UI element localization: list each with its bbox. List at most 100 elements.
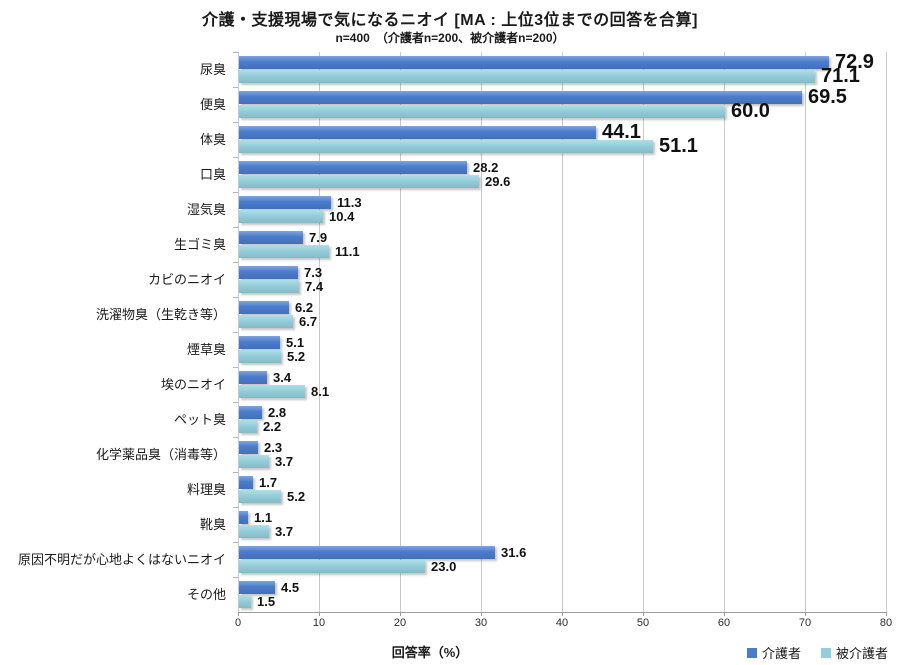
chart-subtitle: n=400 （介護者n=200、被介護者n=200） bbox=[335, 31, 565, 45]
bar-value-label: 60.0 bbox=[731, 100, 770, 122]
gridline bbox=[400, 52, 401, 612]
x-tick-label: 40 bbox=[555, 617, 569, 629]
gridline bbox=[805, 52, 806, 612]
bar-group-row: 1.1 3.7 bbox=[239, 507, 887, 542]
bar-caregiver bbox=[239, 581, 275, 594]
y-tick-mark bbox=[233, 577, 238, 578]
bar-carereceiver bbox=[239, 245, 329, 258]
category-label: 原因不明だが心地よくはないニオイ bbox=[17, 552, 226, 567]
bar-caregiver bbox=[239, 511, 248, 524]
bar-value-label: 7.9 bbox=[309, 230, 328, 245]
category-label: 化学薬品臭（消毒等） bbox=[95, 447, 226, 462]
y-tick-mark bbox=[233, 367, 238, 368]
chart-title: 介護・支援現場で気になるニオイ [MA : 上位3位までの回答を合算] bbox=[201, 12, 698, 29]
gridline bbox=[886, 52, 887, 612]
bar-group-row: 1.7 5.2 bbox=[239, 472, 887, 507]
bar-caregiver bbox=[239, 476, 253, 489]
x-tick-label: 20 bbox=[393, 617, 407, 629]
x-axis-title: 回答率（%） bbox=[391, 645, 469, 660]
legend: 介護者 被介護者 bbox=[746, 643, 888, 662]
y-tick-mark bbox=[233, 227, 238, 228]
bar-value-label: 1.7 bbox=[259, 475, 278, 490]
bar-caregiver bbox=[239, 126, 596, 139]
bar-value-label: 72.9 bbox=[835, 51, 874, 73]
bar-caregiver bbox=[239, 231, 303, 244]
bar-carereceiver bbox=[239, 350, 281, 363]
y-tick-mark bbox=[233, 122, 238, 123]
gridline bbox=[643, 52, 644, 612]
bar-value-label: 3.7 bbox=[275, 454, 294, 469]
bar-carereceiver bbox=[239, 595, 251, 608]
y-tick-mark bbox=[233, 87, 238, 88]
bar-group-row: 69.5 60.0 bbox=[239, 87, 887, 122]
y-tick-mark bbox=[233, 192, 238, 193]
bar-group-row: 31.6 23.0 bbox=[239, 542, 887, 577]
bar-caregiver bbox=[239, 301, 289, 314]
x-tick-mark bbox=[724, 612, 725, 616]
bar-value-label: 2.8 bbox=[268, 405, 287, 420]
bar-carereceiver bbox=[239, 315, 293, 328]
x-tick-label: 10 bbox=[312, 617, 326, 629]
bar-group-row: 72.9 71.1 bbox=[239, 52, 887, 87]
bar-value-label: 3.7 bbox=[275, 524, 294, 539]
category-label: カビのニオイ bbox=[147, 272, 226, 287]
bar-carereceiver bbox=[239, 525, 269, 538]
bar-value-label: 5.2 bbox=[287, 349, 306, 364]
category-label: 靴臭 bbox=[199, 517, 226, 532]
bar-value-label: 69.5 bbox=[808, 86, 847, 108]
x-tick-mark bbox=[319, 612, 320, 616]
bar-value-label: 29.6 bbox=[485, 174, 511, 189]
bar-carereceiver bbox=[239, 420, 257, 433]
bar-value-label: 8.1 bbox=[311, 384, 330, 399]
category-axis-labels: 尿臭 便臭 体臭 口臭 湿気臭 生ゴミ臭 カビのニオイ 洗濯物臭（生乾き等） 煙草臭 埃のニオイペ… bbox=[0, 52, 232, 612]
bar-value-label: 5.2 bbox=[287, 489, 306, 504]
bar-caregiver bbox=[239, 371, 267, 384]
bar-caregiver bbox=[239, 441, 258, 454]
category-label: その他 bbox=[186, 587, 226, 602]
bar-carereceiver bbox=[239, 210, 323, 223]
bar-value-label: 11.1 bbox=[335, 244, 360, 259]
y-tick-mark bbox=[233, 472, 238, 473]
bar-value-label: 2.2 bbox=[263, 419, 282, 434]
bar-group-row: 7.3 7.4 bbox=[239, 262, 887, 297]
bar-value-label: 6.2 bbox=[295, 300, 314, 315]
category-label: 埃のニオイ bbox=[160, 377, 226, 392]
category-label: 料理臭 bbox=[186, 482, 226, 497]
y-tick-mark bbox=[233, 507, 238, 508]
category-label: 口臭 bbox=[199, 167, 226, 182]
x-tick-mark bbox=[562, 612, 563, 616]
bar-caregiver bbox=[239, 91, 802, 104]
bar-group-row: 44.1 51.1 bbox=[239, 122, 887, 157]
category-label: 生ゴミ臭 bbox=[173, 237, 226, 252]
bar-carereceiver bbox=[239, 140, 653, 153]
bar-caregiver bbox=[239, 336, 280, 349]
bar-group-row: 11.3 10.4 bbox=[239, 192, 887, 227]
x-tick-label: 0 bbox=[234, 617, 242, 629]
bar-value-label: 31.6 bbox=[501, 545, 527, 560]
caregiver-swatch-icon bbox=[746, 647, 757, 658]
legend-label-caregiver: 介護者 bbox=[761, 646, 801, 661]
bar-group-row: 6.2 6.7 bbox=[239, 297, 887, 332]
bar-value-label: 11.3 bbox=[337, 195, 362, 210]
gridline bbox=[319, 52, 320, 612]
bar-group-row: 7.9 11.1 bbox=[239, 227, 887, 262]
bar-group-row: 4.5 1.5 bbox=[239, 577, 887, 612]
bar-caregiver bbox=[239, 196, 331, 209]
legend-item-carereceiver: 被介護者 bbox=[820, 643, 888, 662]
x-tick-mark bbox=[400, 612, 401, 616]
y-tick-mark bbox=[233, 332, 238, 333]
x-tick-mark bbox=[643, 612, 644, 616]
bar-value-label: 1.1 bbox=[254, 510, 273, 525]
category-label: 尿臭 bbox=[199, 62, 226, 77]
x-tick-label: 70 bbox=[798, 617, 812, 629]
bar-caregiver bbox=[239, 546, 495, 559]
bar-carereceiver bbox=[239, 490, 281, 503]
bar-value-label: 4.5 bbox=[281, 580, 300, 595]
bar-group-row: 5.1 5.2 bbox=[239, 332, 887, 367]
x-tick-label: 60 bbox=[717, 617, 731, 629]
bar-value-label: 7.4 bbox=[305, 279, 324, 294]
legend-item-caregiver: 介護者 bbox=[746, 643, 801, 662]
bar-carereceiver bbox=[239, 385, 305, 398]
bar-group-row: 3.4 8.1 bbox=[239, 367, 887, 402]
bar-caregiver bbox=[239, 266, 298, 279]
